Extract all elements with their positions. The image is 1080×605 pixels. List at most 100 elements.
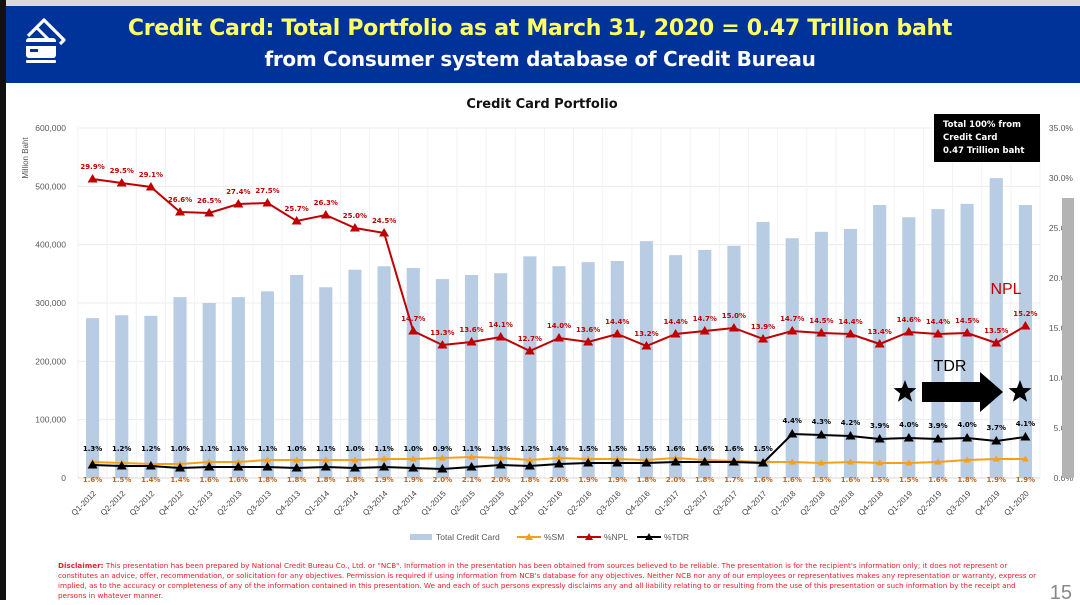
marker-tdr bbox=[728, 457, 739, 466]
marker-sm bbox=[497, 454, 505, 461]
bar-total-credit-card bbox=[319, 287, 333, 478]
x-tick-label: Q2-2018 bbox=[798, 489, 827, 518]
x-tick-label: Q4-2017 bbox=[740, 489, 769, 518]
bar-total-credit-card bbox=[610, 261, 624, 478]
marker-tdr bbox=[612, 458, 623, 467]
data-label-npl: 26.6% bbox=[168, 196, 192, 204]
data-label-sm: 1.8% bbox=[695, 476, 714, 484]
marker-npl bbox=[204, 208, 215, 217]
bar-total-credit-card bbox=[989, 178, 1003, 478]
x-tick-label: Q1-2018 bbox=[769, 489, 798, 518]
x-tick-label: Q4-2016 bbox=[623, 489, 652, 518]
marker-npl bbox=[349, 223, 360, 232]
x-tick-label: Q3-2015 bbox=[478, 489, 507, 518]
data-label-tdr: 0.9% bbox=[433, 445, 452, 453]
marker-tdr bbox=[233, 462, 244, 471]
disclaimer: Disclaimer: This presentation has been p… bbox=[58, 561, 1038, 601]
x-tick-label: Q4-2018 bbox=[857, 489, 886, 518]
data-label-tdr: 4.4% bbox=[783, 417, 802, 425]
data-label-sm: 2.0% bbox=[549, 476, 568, 484]
bar-total-credit-card bbox=[669, 255, 683, 478]
marker-tdr bbox=[437, 464, 448, 473]
marker-tdr bbox=[816, 430, 827, 439]
data-label-npl: 14.4% bbox=[605, 318, 629, 326]
data-label-sm: 1.8% bbox=[316, 476, 335, 484]
marker-sm bbox=[526, 456, 534, 463]
data-label-npl: 14.4% bbox=[838, 318, 862, 326]
data-label-npl: 14.1% bbox=[489, 321, 513, 329]
marker-tdr bbox=[845, 431, 856, 440]
data-label-npl: 15.0% bbox=[722, 312, 746, 320]
left-edge bbox=[0, 0, 6, 600]
marker-sm bbox=[293, 456, 301, 463]
bar-total-credit-card bbox=[552, 266, 566, 478]
arrow-right-icon bbox=[922, 372, 1003, 412]
marker-sm bbox=[438, 454, 446, 461]
x-tick-label: Q2-2014 bbox=[332, 489, 361, 518]
data-label-tdr: 4.0% bbox=[899, 421, 918, 429]
marker-sm bbox=[934, 458, 942, 465]
bar-total-credit-card bbox=[290, 275, 304, 478]
data-label-npl: 29.1% bbox=[139, 171, 163, 179]
x-tick-label: Q2-2015 bbox=[449, 489, 478, 518]
data-label-npl: 13.6% bbox=[576, 326, 600, 334]
marker-tdr bbox=[379, 462, 390, 471]
marker-npl bbox=[87, 174, 98, 183]
legend-label-sm: %SM bbox=[544, 532, 564, 542]
data-label-sm: 2.0% bbox=[666, 476, 685, 484]
x-tick-label: Q3-2012 bbox=[128, 489, 157, 518]
legend-marker-tdr bbox=[645, 533, 653, 540]
marker-npl bbox=[1020, 321, 1031, 330]
marker-npl bbox=[991, 338, 1002, 347]
data-label-tdr: 1.0% bbox=[287, 445, 306, 453]
x-tick-label: Q3-2017 bbox=[711, 489, 740, 518]
y2-tick-label: 10.0% bbox=[1049, 373, 1074, 383]
marker-npl bbox=[233, 199, 244, 208]
marker-tdr bbox=[175, 463, 186, 472]
marker-npl bbox=[145, 182, 156, 191]
data-label-npl: 27.4% bbox=[226, 188, 250, 196]
marker-npl bbox=[670, 329, 681, 338]
marker-npl bbox=[524, 346, 535, 355]
marker-tdr bbox=[962, 433, 973, 442]
marker-npl bbox=[787, 326, 798, 335]
star-icon bbox=[893, 380, 917, 402]
data-label-sm: 1.7% bbox=[724, 476, 743, 484]
x-tick-label: Q4-2013 bbox=[274, 489, 303, 518]
marker-npl bbox=[962, 328, 973, 337]
data-label-sm: 1.6% bbox=[753, 476, 772, 484]
data-label-npl: 14.5% bbox=[955, 317, 979, 325]
data-label-tdr: 1.2% bbox=[112, 445, 131, 453]
legend-label-tdr: %TDR bbox=[664, 532, 689, 542]
marker-npl bbox=[641, 341, 652, 350]
data-label-tdr: 1.5% bbox=[608, 445, 627, 453]
y2-tick-label: 30.0% bbox=[1049, 173, 1074, 183]
x-tick-label: Q3-2019 bbox=[944, 489, 973, 518]
marker-sm bbox=[468, 453, 476, 460]
marker-tdr bbox=[670, 457, 681, 466]
y-tick-label: 0 bbox=[61, 473, 66, 483]
chart-title: Credit Card Portfolio bbox=[466, 97, 617, 112]
legend-marker-sm bbox=[525, 533, 533, 540]
bar-total-credit-card bbox=[115, 315, 129, 478]
data-label-npl: 14.7% bbox=[693, 315, 717, 323]
x-tick-label: Q2-2012 bbox=[99, 489, 128, 518]
data-label-sm: 1.9% bbox=[1016, 476, 1035, 484]
data-label-sm: 1.9% bbox=[374, 476, 393, 484]
bar-total-credit-card bbox=[931, 209, 945, 478]
y2-tick-label: 25.0% bbox=[1049, 223, 1074, 233]
data-label-npl: 14.5% bbox=[809, 317, 833, 325]
data-label-tdr: 1.3% bbox=[491, 445, 510, 453]
npl-annotation-label: NPL bbox=[990, 281, 1021, 298]
marker-tdr bbox=[349, 463, 360, 472]
bar-total-credit-card bbox=[581, 262, 595, 478]
data-label-sm: 1.5% bbox=[870, 476, 889, 484]
marker-npl bbox=[816, 328, 827, 337]
marker-npl bbox=[699, 326, 710, 335]
bar-total-credit-card bbox=[377, 266, 391, 478]
star-icon bbox=[1008, 380, 1032, 402]
marker-tdr bbox=[204, 462, 215, 471]
bar-total-credit-card bbox=[814, 231, 828, 478]
data-label-tdr: 1.5% bbox=[637, 445, 656, 453]
x-tick-label: Q4-2014 bbox=[390, 489, 419, 518]
